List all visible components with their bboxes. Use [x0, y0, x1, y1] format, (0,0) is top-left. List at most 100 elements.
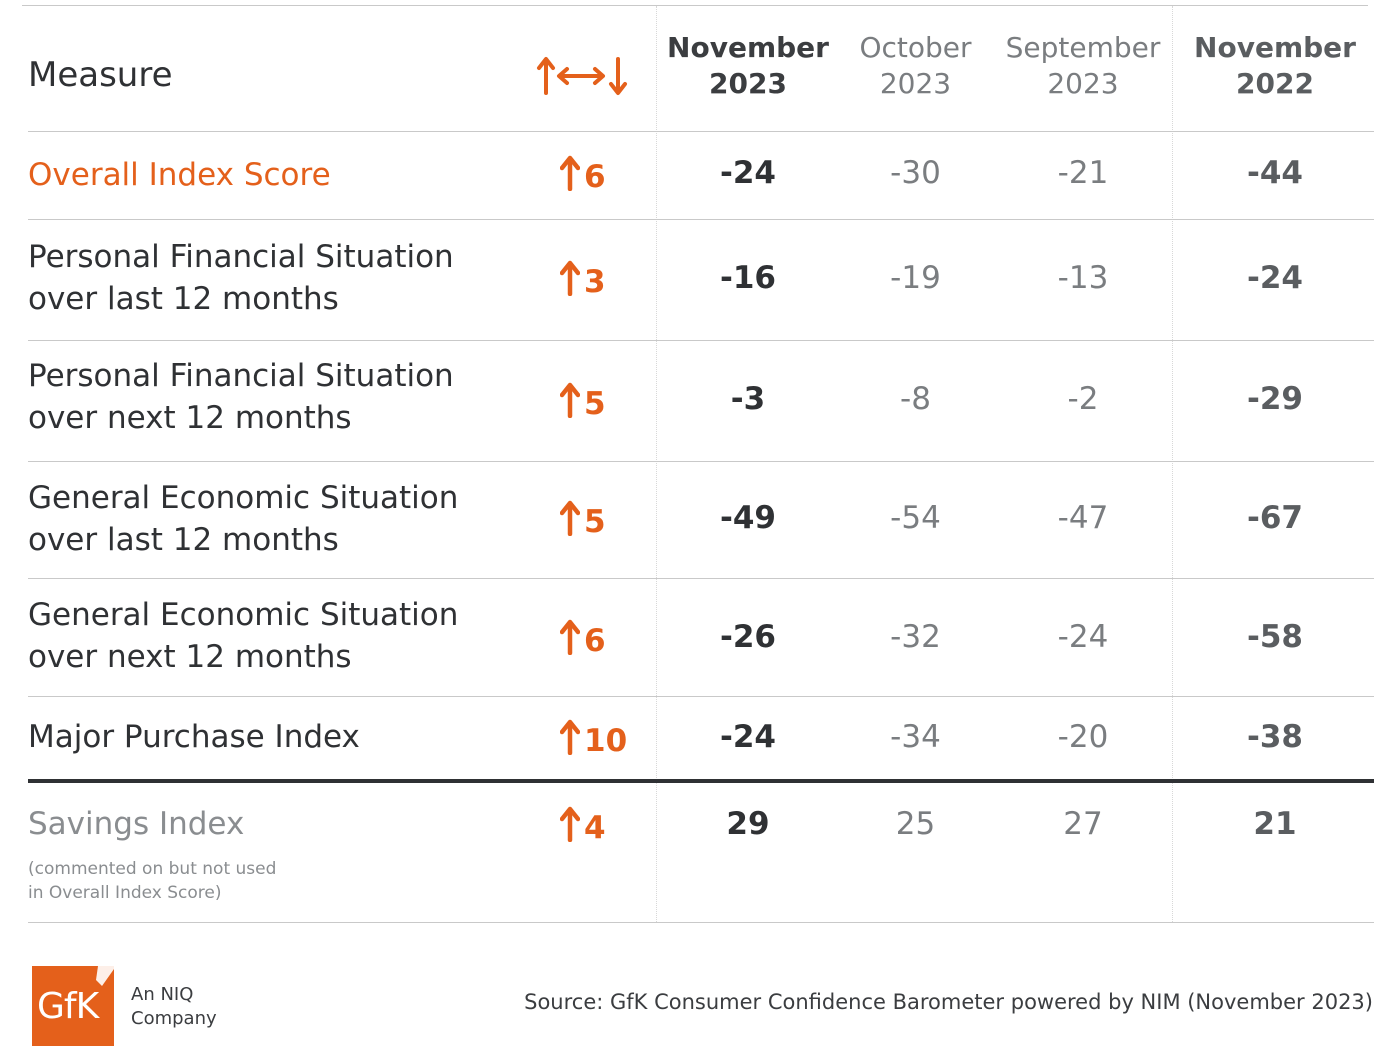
column-header-sep-2023: September 2023 — [1000, 30, 1166, 103]
measure-label-line1: General Economic Situation — [28, 480, 459, 516]
row-divider — [28, 340, 1374, 341]
up-arrow-icon — [559, 382, 581, 426]
header-divider — [28, 131, 1374, 132]
up-arrow-icon — [559, 619, 581, 663]
change-value: 4 — [584, 810, 606, 846]
measure-label-line2: over next 12 months — [28, 638, 352, 675]
value-cell: 21 — [1253, 806, 1297, 842]
measure-label: Personal Financial Situation over next 1… — [28, 356, 454, 439]
measure-label-line2: over last 12 months — [28, 280, 339, 317]
column-header-line2: 2023 — [879, 67, 952, 101]
change-indicator: 5 — [559, 500, 606, 544]
change-indicator: 3 — [559, 260, 606, 304]
column-header-line1: November — [667, 31, 829, 64]
value-cell: -67 — [1246, 500, 1303, 536]
column-header-line2: 2023 — [1047, 67, 1119, 101]
measure-label-line2: over next 12 months — [28, 399, 352, 436]
section-divider — [28, 779, 1374, 783]
value-cell: 27 — [1063, 806, 1103, 842]
column-header-line2: 2022 — [1236, 67, 1314, 101]
value-cell: -24 — [1246, 260, 1303, 296]
row-divider — [28, 696, 1374, 697]
value-cell: -58 — [1246, 619, 1303, 655]
value-cell: 25 — [895, 806, 936, 842]
value-cell: -32 — [890, 619, 941, 655]
row-divider — [28, 461, 1374, 462]
savings-note: (commented on but not used in Overall In… — [28, 858, 276, 906]
measure-label: General Economic Situation over last 12 … — [28, 478, 458, 561]
measure-label: Overall Index Score — [28, 155, 331, 197]
change-indicator: 4 — [559, 806, 606, 850]
row-divider — [28, 578, 1374, 579]
value-cell: -3 — [730, 381, 766, 417]
up-arrow-icon — [559, 260, 581, 304]
up-arrow-icon — [559, 500, 581, 544]
change-value: 5 — [584, 386, 606, 422]
source-note: Source: GfK Consumer Confidence Baromete… — [524, 990, 1373, 1014]
column-header-line1: October — [859, 31, 972, 64]
bottom-border — [28, 922, 1374, 923]
up-arrow-icon — [559, 806, 581, 850]
value-cell: -19 — [890, 260, 941, 296]
logo-tagline: An NIQ Company — [131, 983, 217, 1032]
up-arrow-icon — [559, 719, 581, 763]
value-cell: -24 — [719, 155, 776, 191]
value-cell: -24 — [719, 719, 776, 755]
value-cell: -13 — [1057, 260, 1109, 296]
change-value: 3 — [584, 264, 606, 300]
gfk-logo: GfK — [32, 966, 114, 1046]
row-divider — [28, 219, 1374, 220]
logo-text: GfK — [37, 986, 99, 1027]
column-header-nov-2022: November 2022 — [1180, 30, 1370, 103]
column-header-line1: November — [1194, 31, 1356, 64]
savings-note-line1: (commented on but not used — [28, 859, 277, 879]
column-header-nov-2023: November 2023 — [662, 30, 834, 103]
change-value: 5 — [584, 504, 606, 540]
value-cell: -49 — [719, 500, 776, 536]
change-value: 6 — [584, 159, 606, 195]
value-cell: -21 — [1057, 155, 1109, 191]
value-cell: -30 — [890, 155, 941, 191]
tagline-line2: Company — [131, 1008, 217, 1030]
up-left-right-down-arrows-icon — [536, 55, 628, 101]
value-cell: -44 — [1246, 155, 1303, 191]
value-cell: -20 — [1057, 719, 1109, 755]
value-cell: -24 — [1057, 619, 1109, 655]
value-cell: -2 — [1067, 381, 1099, 417]
top-border — [22, 5, 1368, 6]
measure-label-line1: Personal Financial Situation — [28, 358, 454, 394]
value-cell: -54 — [890, 500, 941, 536]
value-cell: -38 — [1246, 719, 1303, 755]
column-header-line2: 2023 — [709, 67, 787, 101]
change-indicator: 10 — [559, 719, 628, 763]
value-cell: -16 — [719, 260, 776, 296]
measure-label: Major Purchase Index — [28, 717, 360, 759]
column-separator — [1172, 6, 1173, 922]
value-cell: -26 — [719, 619, 776, 655]
measure-label: General Economic Situation over next 12 … — [28, 595, 458, 678]
change-value: 6 — [584, 623, 606, 659]
savings-measure-label: Savings Index — [28, 806, 245, 842]
header-measure: Measure — [28, 55, 173, 95]
value-cell: -29 — [1246, 381, 1303, 417]
tagline-line1: An NIQ — [131, 984, 194, 1005]
measure-label-line2: over last 12 months — [28, 521, 339, 558]
up-arrow-icon — [559, 155, 581, 199]
change-value: 10 — [584, 723, 628, 759]
value-cell: -8 — [900, 381, 931, 417]
column-separator — [656, 6, 657, 922]
change-indicator: 6 — [559, 619, 606, 663]
measure-label: Personal Financial Situation over last 1… — [28, 237, 454, 320]
savings-note-line2: in Overall Index Score) — [28, 882, 222, 903]
value-cell: -47 — [1057, 500, 1109, 536]
column-header-line1: September — [1005, 31, 1161, 64]
measure-label-line1: Overall Index Score — [28, 157, 331, 193]
value-cell: 29 — [726, 806, 770, 842]
measure-label-line1: Personal Financial Situation — [28, 239, 454, 275]
column-header-oct-2023: October 2023 — [838, 30, 993, 103]
measure-label-line1: General Economic Situation — [28, 597, 459, 633]
measure-label-line1: Major Purchase Index — [28, 719, 360, 755]
value-cell: -34 — [890, 719, 941, 755]
change-indicator: 5 — [559, 382, 606, 426]
change-indicator: 6 — [559, 155, 606, 199]
